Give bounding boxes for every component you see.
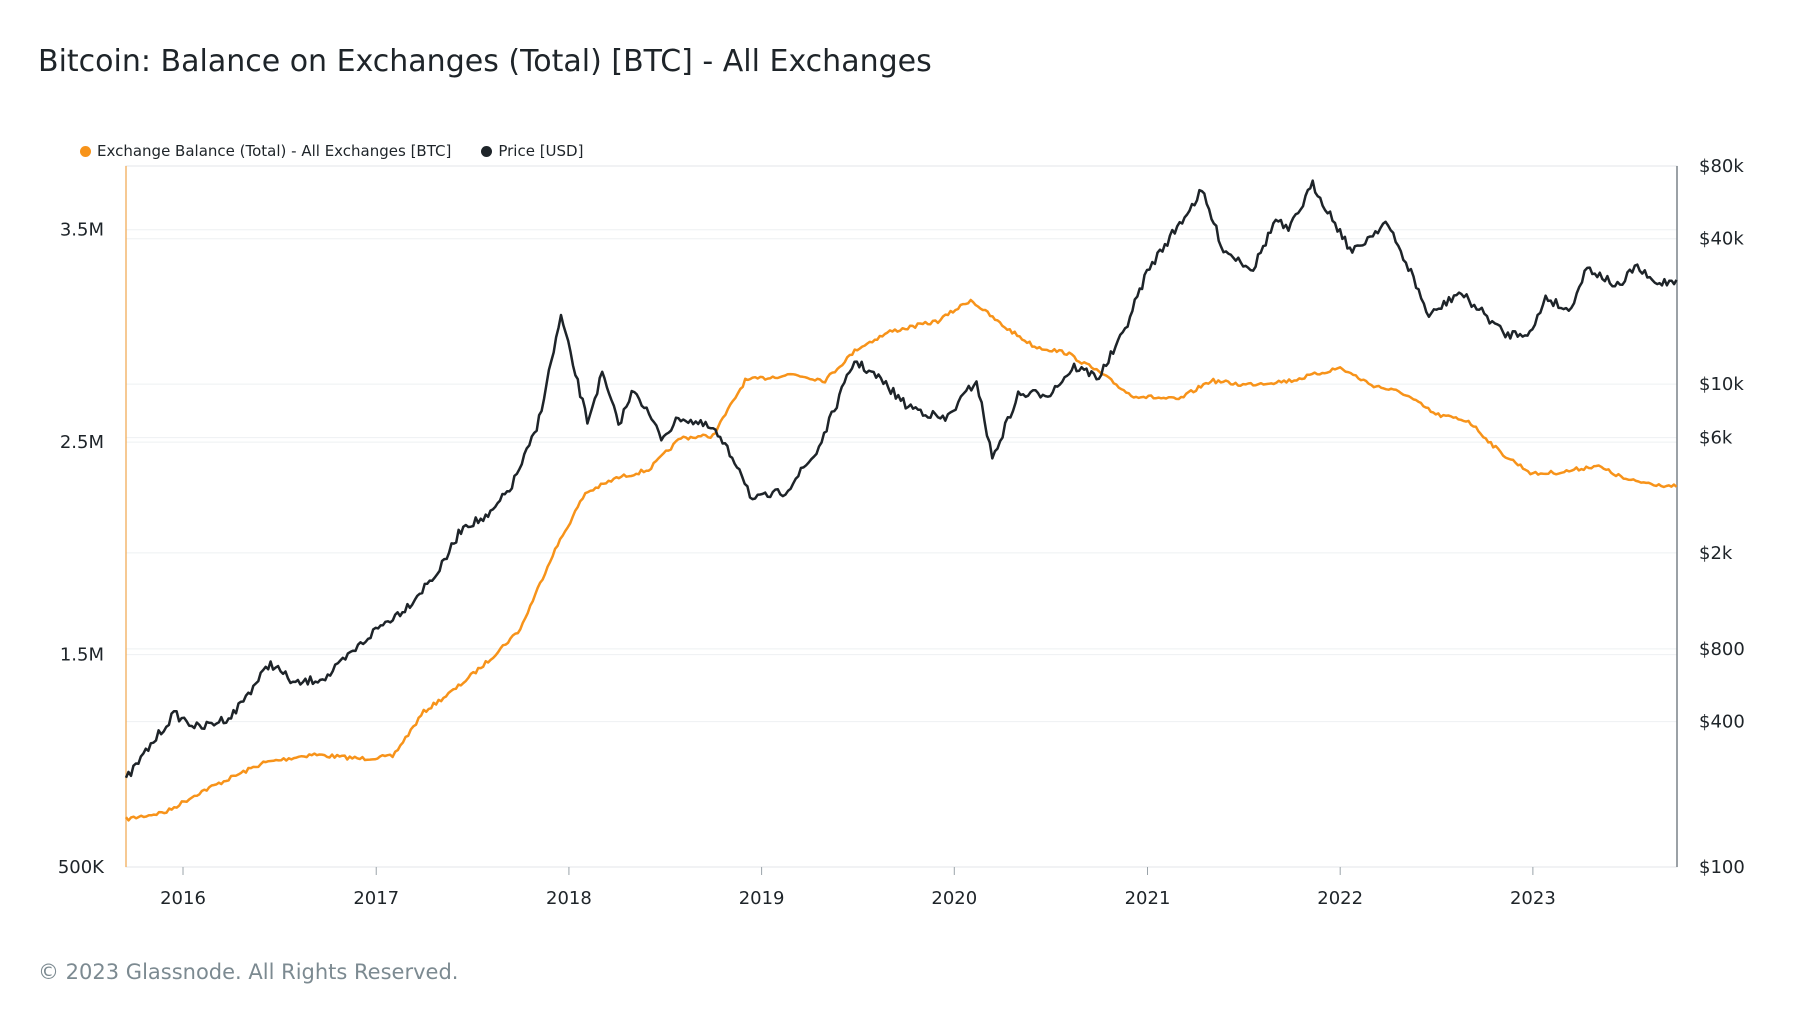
series-line-exchange-balance[interactable] [125, 298, 1678, 822]
y-left-tick-label: 1.5M [60, 645, 104, 666]
x-tick-label: 2019 [739, 888, 785, 909]
y-right-tick-label: $80k [1699, 156, 1744, 177]
y-right-tick-label: $6k [1699, 428, 1733, 449]
y-right-tick-label: $40k [1699, 229, 1744, 250]
x-tick-label: 2020 [931, 888, 977, 909]
legend-item-price[interactable]: Price [USD] [481, 142, 583, 160]
x-tick-label: 2018 [546, 888, 592, 909]
x-tick-label: 2016 [160, 888, 206, 909]
legend: Exchange Balance (Total) - All Exchanges… [80, 142, 583, 160]
y-left-tick-label: 3.5M [60, 220, 104, 241]
legend-item-balance[interactable]: Exchange Balance (Total) - All Exchanges… [80, 142, 451, 160]
x-tick-label: 2017 [353, 888, 399, 909]
legend-dot-balance [80, 145, 91, 157]
y-right-tick-label: $800 [1699, 639, 1745, 660]
legend-label-price: Price [USD] [498, 142, 584, 160]
y-right-tick-label: $400 [1699, 712, 1745, 733]
x-tick-label: 2022 [1317, 888, 1363, 909]
plot-frame [125, 165, 1678, 868]
y-left-tick-label: 2.5M [60, 432, 104, 453]
x-tick-label: 2021 [1125, 888, 1171, 909]
y-right-tick-label: $100 [1699, 857, 1745, 878]
chart-title: Bitcoin: Balance on Exchanges (Total) [B… [38, 44, 932, 79]
legend-label-balance: Exchange Balance (Total) - All Exchanges… [97, 142, 452, 160]
x-tick-label: 2023 [1510, 888, 1556, 909]
y-left-tick-label: 500K [58, 857, 105, 878]
legend-dot-price [481, 145, 493, 157]
y-right-tick-label: $2k [1699, 543, 1733, 564]
series-line-price[interactable] [124, 179, 1678, 779]
copyright-notice: © 2023 Glassnode. All Rights Reserved. [38, 960, 459, 984]
y-right-tick-label: $10k [1699, 374, 1744, 395]
